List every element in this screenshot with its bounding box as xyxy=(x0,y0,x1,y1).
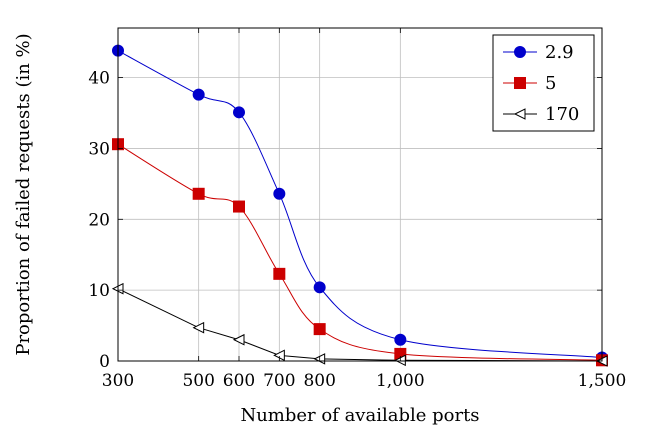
legend-label: 170 xyxy=(545,104,579,125)
data-point xyxy=(232,333,245,346)
data-point xyxy=(192,321,205,334)
data-point xyxy=(394,333,407,346)
legend-label: 5 xyxy=(545,73,556,94)
x-tick-label: 600 xyxy=(223,371,255,391)
grid xyxy=(117,28,603,362)
data-point xyxy=(313,323,326,336)
y-tick-label: 20 xyxy=(88,210,110,230)
legend-marker xyxy=(514,77,526,89)
legend-marker xyxy=(514,46,526,58)
x-tick-label: 300 xyxy=(102,371,134,391)
data-point xyxy=(233,200,245,213)
y-tick-label: 40 xyxy=(88,69,110,89)
plot-frame xyxy=(117,27,603,362)
x-axis-label: Number of available ports xyxy=(240,405,479,426)
x-tick-label: 800 xyxy=(303,371,335,391)
legend-item: 2.9 xyxy=(503,42,574,63)
data-point xyxy=(273,187,286,200)
data-point xyxy=(273,267,286,280)
legend-label: 2.9 xyxy=(545,42,574,63)
data-point xyxy=(313,281,326,294)
series-line xyxy=(117,143,603,361)
legend-item: 170 xyxy=(503,104,579,125)
y-tick-label: 0 xyxy=(99,352,110,372)
y-axis-label: Proportion of failed requests (in %) xyxy=(13,33,34,355)
x-tick-label: 700 xyxy=(263,371,295,391)
x-tick-label: 1,000 xyxy=(376,371,425,391)
series-1 xyxy=(112,138,608,367)
series-0 xyxy=(112,44,608,364)
y-tick-label: 30 xyxy=(88,139,110,159)
ticks: 300 500 600 700 800 1,000 1,500 0 10 20 30 40 xyxy=(88,28,626,391)
legend: 2.9 5 170 xyxy=(492,34,595,132)
data-point xyxy=(192,88,205,101)
legend-marker xyxy=(513,108,526,120)
x-tick-label: 1,500 xyxy=(578,371,627,391)
data-point xyxy=(233,106,245,119)
legend-item: 5 xyxy=(503,73,556,94)
data-point xyxy=(192,187,205,200)
x-tick-label: 500 xyxy=(182,371,214,391)
y-tick-label: 10 xyxy=(88,281,110,301)
